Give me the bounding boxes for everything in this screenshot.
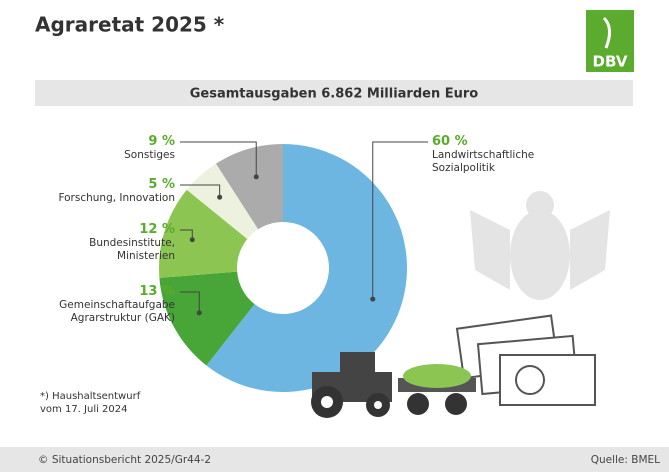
- donut-slice: [206, 144, 407, 392]
- value-label: 5 %: [148, 177, 175, 192]
- slice-label: 9 % Sonstiges: [40, 134, 175, 162]
- logo-text: DBV: [593, 53, 628, 71]
- value-label: 13 %: [139, 284, 175, 299]
- leader-dot: [196, 310, 202, 316]
- donut-slice: [215, 144, 283, 230]
- money-icon: [455, 314, 596, 406]
- subtitle: Gesamtausgaben 6.862 Milliarden Euro: [190, 87, 479, 102]
- donut-slice: [159, 271, 255, 366]
- eagle-icon: [470, 191, 610, 300]
- leader-line: [180, 229, 193, 240]
- leader-line: [180, 291, 200, 313]
- slice-label: 5 % Forschung, Innovation: [40, 177, 175, 205]
- category-label: Forschung, Innovation: [58, 192, 175, 204]
- footer-left: © Situationsbericht 2025/Gr44-2: [38, 454, 211, 466]
- category-label: Sonstiges: [124, 149, 175, 161]
- leader-dot: [189, 237, 195, 243]
- footer-right: Quelle: BMEL: [591, 454, 660, 466]
- logo-leaf: [602, 16, 611, 49]
- subtitle-bar: [35, 80, 633, 106]
- leader-line: [180, 184, 221, 198]
- donut-slice: [186, 163, 259, 239]
- footer-bar: [0, 447, 669, 472]
- leader-line: [372, 141, 428, 300]
- chart-title: Agraretat 2025 *: [35, 13, 225, 37]
- value-label: 60 %: [432, 134, 468, 149]
- slice-label: 13 % Gemeinschaftaufgabe Agrarstruktur (G…: [40, 284, 175, 325]
- leader-dot: [253, 174, 259, 180]
- donut-slice: [159, 189, 248, 278]
- leader-line: [180, 141, 257, 177]
- logo-box: [586, 10, 634, 72]
- slice-label: 60 % Landwirtschaftliche Sozialpolitik: [432, 134, 572, 175]
- tractor-icon: [311, 352, 476, 418]
- footnote: *) Haushaltsentwurf vom 17. Juli 2024: [40, 391, 141, 415]
- category-label: Bundesinstitute, Ministerien: [89, 237, 175, 262]
- category-label: Landwirtschaftliche Sozialpolitik: [432, 149, 535, 174]
- leader-dot: [217, 194, 223, 200]
- category-label: Gemeinschaftaufgabe Agrarstruktur (GAK): [59, 299, 175, 324]
- value-label: 12 %: [139, 222, 175, 237]
- value-label: 9 %: [148, 134, 175, 149]
- leader-dot: [370, 296, 376, 302]
- slice-label: 12 % Bundesinstitute, Ministerien: [40, 222, 175, 263]
